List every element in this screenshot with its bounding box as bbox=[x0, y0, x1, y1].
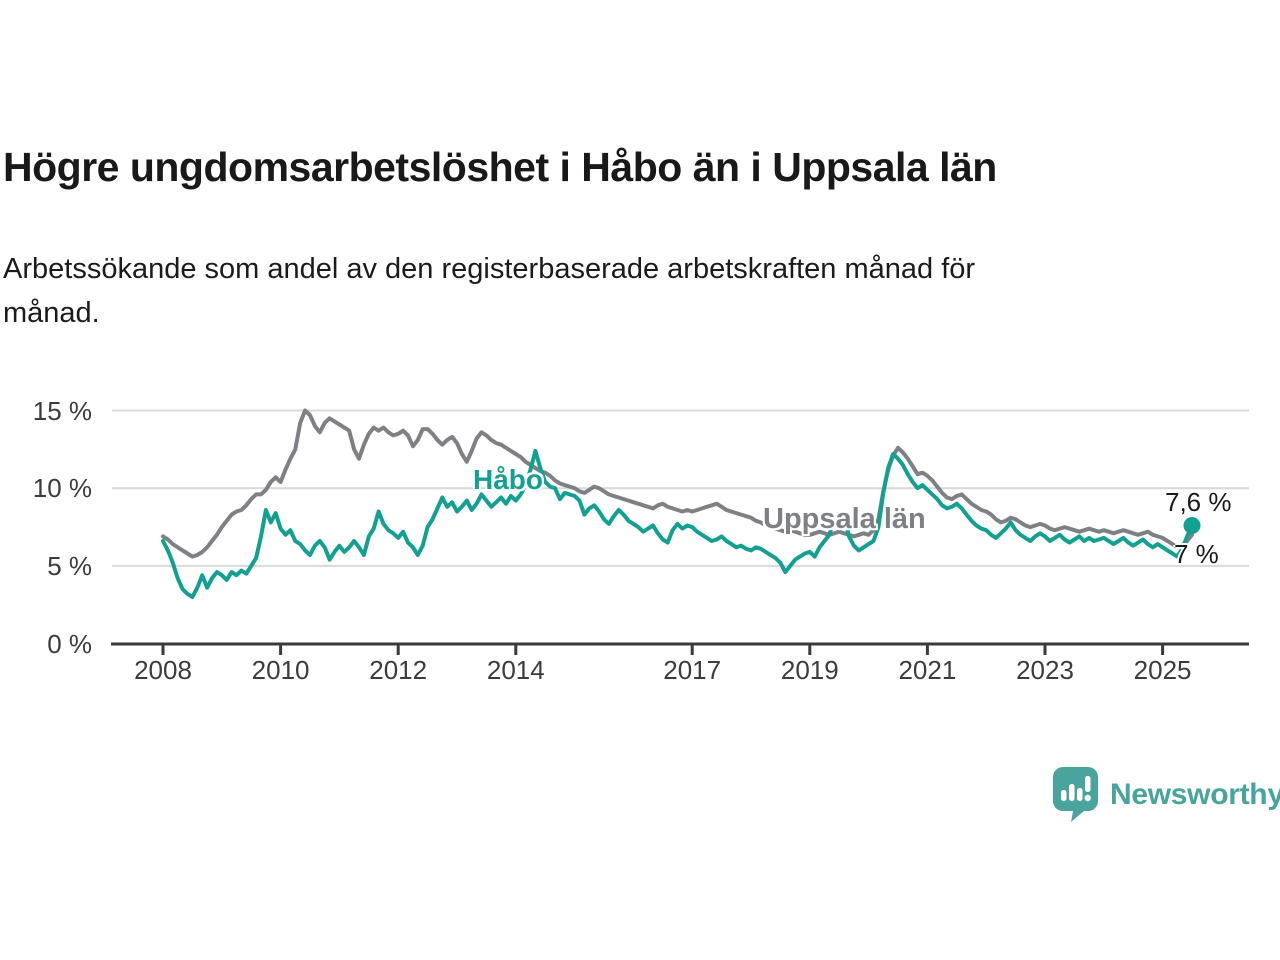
series-label-habo: Håbo bbox=[473, 464, 543, 495]
x-tick-label-2021: 2021 bbox=[898, 655, 957, 685]
end-value-label-habo: 7,6 % bbox=[1165, 487, 1232, 517]
x-tick-label-2010: 2010 bbox=[251, 655, 310, 685]
y-tick-label-10: 10 % bbox=[32, 473, 92, 504]
series-label-uppsala: Uppsala län bbox=[763, 503, 926, 535]
subtitle-line-1: Arbetssökande som andel av den registerb… bbox=[3, 253, 976, 285]
x-tick-label-2017: 2017 bbox=[663, 655, 722, 685]
chart-title: Högre ungdomsarbetslöshet i Håbo än i Up… bbox=[3, 144, 997, 190]
y-tick-label-0: 0 % bbox=[47, 628, 92, 659]
end-dot-Håbo bbox=[1183, 517, 1201, 534]
newsworthy-wordmark: Newsworthy bbox=[1110, 777, 1280, 811]
subtitle-line-2: månad. bbox=[3, 297, 100, 329]
newsworthy-branding: Newsworthy bbox=[1052, 766, 1280, 823]
series-line-Uppsala län bbox=[161, 408, 1194, 559]
x-tick-label-2012: 2012 bbox=[369, 655, 428, 685]
x-tick-label-2014: 2014 bbox=[486, 655, 545, 685]
series-line-Håbo bbox=[161, 448, 1194, 599]
x-tick-label-2008: 2008 bbox=[134, 655, 192, 685]
y-tick-label-5: 5 % bbox=[47, 550, 92, 581]
end-value-label-uppsala: 7 % bbox=[1174, 539, 1219, 569]
chart-subtitle: Arbetssökande som andel av den registerb… bbox=[3, 247, 1273, 335]
y-tick-label-15: 15 % bbox=[32, 395, 92, 426]
x-tick-label-2023: 2023 bbox=[1016, 655, 1074, 685]
x-tick-label-2025: 2025 bbox=[1133, 655, 1192, 685]
newsworthy-logo-icon bbox=[1053, 767, 1098, 822]
x-tick-label-2019: 2019 bbox=[780, 655, 839, 685]
